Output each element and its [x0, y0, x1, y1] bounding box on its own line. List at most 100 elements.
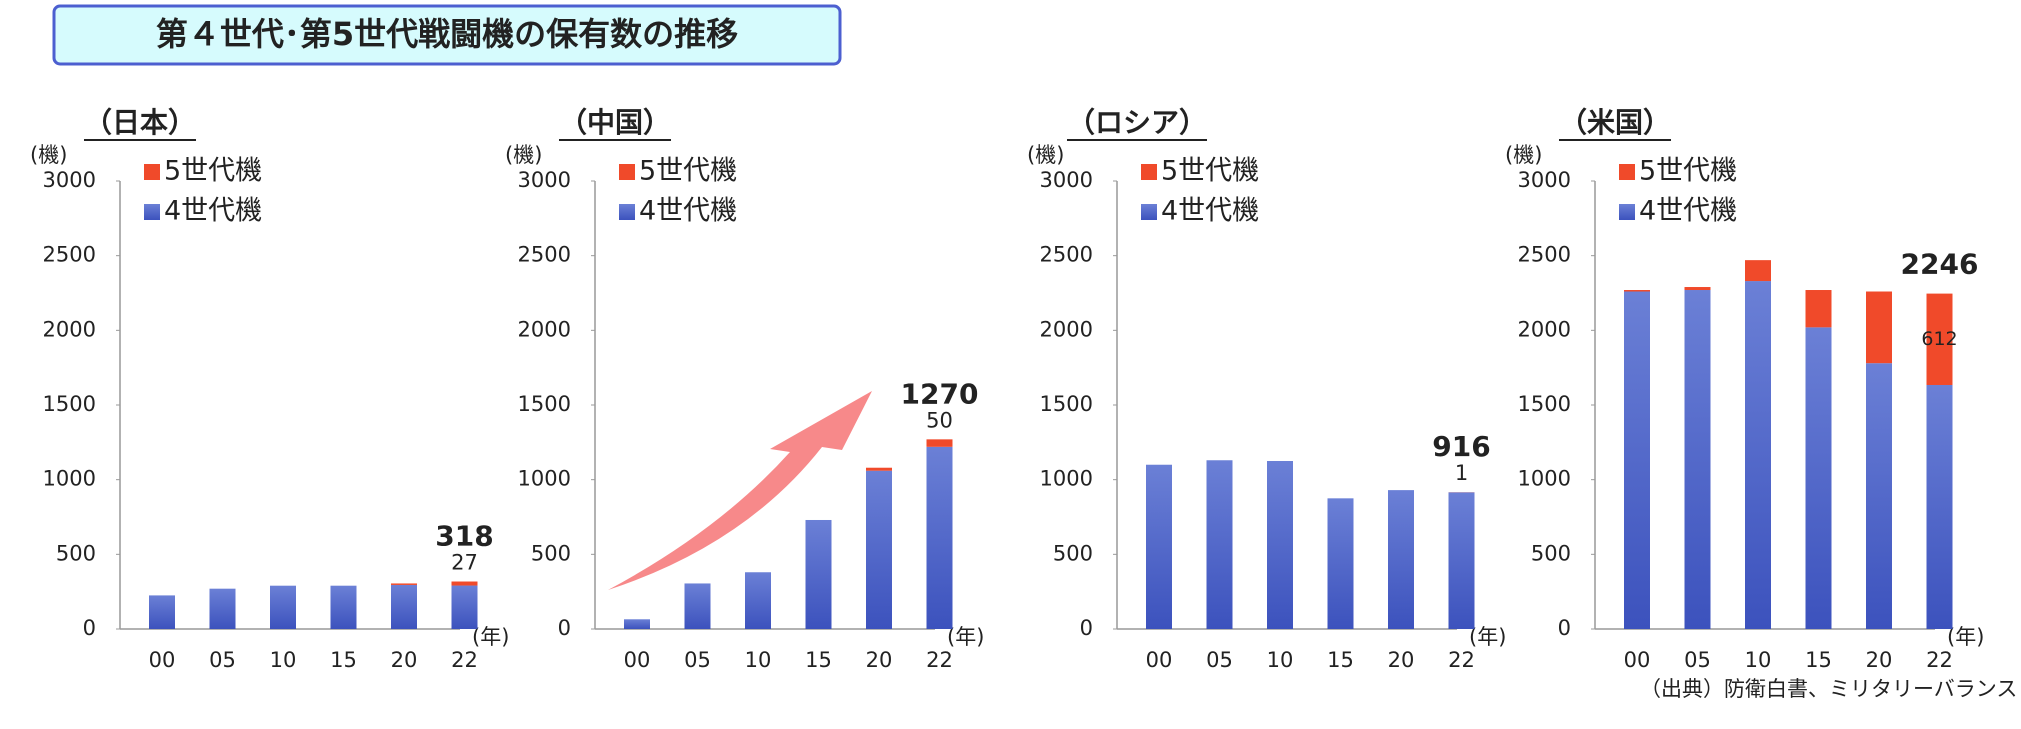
bar-segment — [1866, 292, 1892, 364]
bar-segment — [149, 595, 175, 629]
chart-title: （日本） — [84, 106, 196, 139]
data-label: 27 — [451, 551, 478, 575]
legend-swatch — [1141, 164, 1157, 180]
legend-label: 4世代機 — [639, 196, 737, 227]
y-tick-label: 2000 — [518, 317, 571, 341]
legend-label: 5世代機 — [639, 156, 737, 187]
bar-segment — [1806, 290, 1832, 327]
y-tick-label: 2500 — [1040, 243, 1093, 267]
data-label: 50 — [926, 408, 953, 432]
bar-segment — [1328, 498, 1354, 629]
y-tick-label: 500 — [1053, 541, 1093, 565]
x-tick-label: 10 — [1745, 648, 1772, 672]
bar-segment — [1388, 490, 1414, 629]
legend-label: 5世代機 — [1161, 156, 1259, 187]
bar-segment — [1624, 290, 1650, 291]
bar-segment — [391, 585, 417, 629]
bar-segment — [1866, 363, 1892, 629]
bar-segment — [806, 520, 832, 629]
y-tick-label: 0 — [1080, 616, 1093, 640]
source-note: （出典）防衛白書、ミリタリーバランス — [1640, 677, 2017, 701]
legend-swatch — [619, 164, 635, 180]
x-tick-label: 20 — [1388, 648, 1415, 672]
y-tick-label: 3000 — [518, 168, 571, 192]
x-tick-label: 10 — [1267, 648, 1294, 672]
bar-segment — [1745, 260, 1771, 281]
legend-label: 4世代機 — [1639, 196, 1737, 227]
legend-swatch — [1619, 164, 1635, 180]
total-label: 1270 — [901, 377, 979, 410]
bar-segment — [391, 583, 417, 584]
bar-segment — [452, 582, 478, 586]
total-label: 318 — [435, 520, 493, 553]
chart-title: （米国） — [1559, 106, 1671, 139]
legend-swatch — [619, 204, 635, 220]
growth-arrow — [608, 391, 872, 590]
bar-segment — [270, 586, 296, 629]
y-tick-label: 500 — [56, 541, 96, 565]
bar-segment — [1927, 385, 1953, 629]
x-axis-label: (年) — [472, 625, 509, 649]
y-tick-label: 2000 — [1040, 317, 1093, 341]
y-tick-label: 1500 — [1040, 392, 1093, 416]
y-tick-label: 2000 — [43, 317, 96, 341]
legend-swatch — [144, 164, 160, 180]
bar-segment — [1685, 287, 1711, 290]
bar-segment — [866, 471, 892, 629]
y-tick-label: 1500 — [1518, 392, 1571, 416]
x-tick-label: 10 — [270, 648, 297, 672]
legend-label: 5世代機 — [164, 156, 262, 187]
y-tick-label: 1500 — [43, 392, 96, 416]
y-tick-label: 1000 — [1518, 467, 1571, 491]
y-tick-label: 1000 — [518, 467, 571, 491]
bar-segment — [1267, 461, 1293, 629]
x-tick-label: 15 — [330, 648, 357, 672]
chart-title: （中国） — [559, 106, 671, 139]
y-tick-label: 1000 — [1040, 467, 1093, 491]
x-tick-label: 15 — [805, 648, 832, 672]
y-axis-label: (機) — [1027, 143, 1064, 167]
bar-segment — [624, 619, 650, 629]
x-tick-label: 22 — [1448, 648, 1475, 672]
x-tick-label: 20 — [391, 648, 418, 672]
bar-segment — [1449, 492, 1475, 629]
x-tick-label: 05 — [1684, 648, 1711, 672]
legend-swatch — [1619, 204, 1635, 220]
x-tick-label: 00 — [149, 648, 176, 672]
page-title: 第４世代･第5世代戦闘機の保有数の推移 — [156, 15, 738, 53]
x-tick-label: 05 — [1206, 648, 1233, 672]
chart-title: （ロシア） — [1067, 106, 1207, 139]
x-tick-label: 15 — [1327, 648, 1354, 672]
y-tick-label: 2500 — [518, 243, 571, 267]
x-tick-label: 05 — [209, 648, 236, 672]
y-tick-label: 3000 — [1040, 168, 1093, 192]
bar-segment — [1207, 460, 1233, 629]
legend-label: 4世代機 — [1161, 196, 1259, 227]
x-axis-label: (年) — [1469, 625, 1506, 649]
x-axis-label: (年) — [1947, 625, 1984, 649]
legend-label: 4世代機 — [164, 196, 262, 227]
x-tick-label: 15 — [1805, 648, 1832, 672]
bar-segment — [210, 589, 236, 629]
bar-segment — [1146, 465, 1172, 629]
x-tick-label: 20 — [1866, 648, 1893, 672]
x-tick-label: 00 — [624, 648, 651, 672]
bar-segment — [1806, 327, 1832, 629]
y-tick-label: 3000 — [43, 168, 96, 192]
x-tick-label: 22 — [451, 648, 478, 672]
data-label: 612 — [1921, 328, 1957, 350]
bar-segment — [1685, 290, 1711, 629]
bar-segment — [685, 583, 711, 629]
total-label: 916 — [1432, 430, 1490, 463]
bar-segment — [452, 586, 478, 629]
total-label: 2246 — [1901, 248, 1979, 281]
bar-segment — [1624, 292, 1650, 629]
bar-segment — [745, 572, 771, 629]
y-tick-label: 0 — [1558, 616, 1571, 640]
x-tick-label: 00 — [1624, 648, 1651, 672]
y-axis-label: (機) — [30, 143, 67, 167]
x-tick-label: 22 — [926, 648, 953, 672]
y-tick-label: 500 — [531, 541, 571, 565]
data-label: 1 — [1455, 461, 1468, 485]
